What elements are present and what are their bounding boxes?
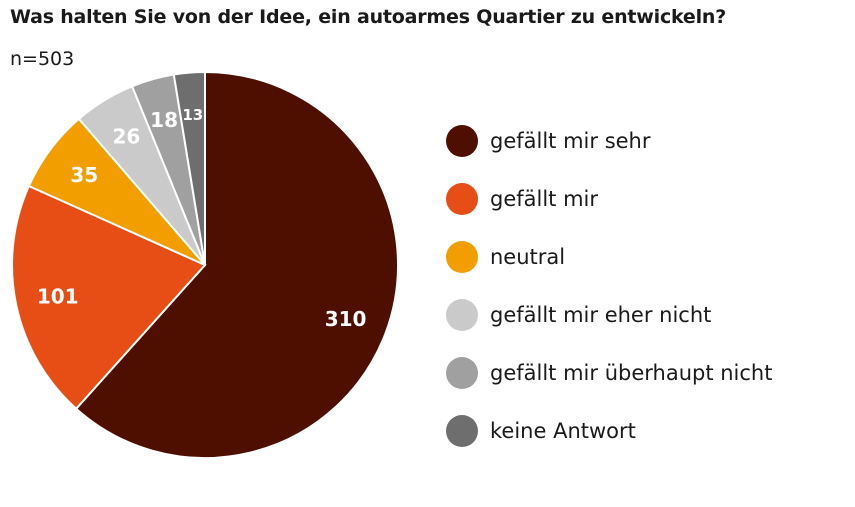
sample-size: n=503 [10, 48, 75, 70]
legend-item: keine Antwort [446, 402, 772, 460]
legend-item: neutral [446, 228, 772, 286]
slice-value-label: 13 [182, 106, 203, 124]
legend-swatch [446, 415, 478, 447]
legend-label: gefällt mir sehr [490, 129, 651, 153]
legend-swatch [446, 183, 478, 215]
legend-item: gefällt mir [446, 170, 772, 228]
legend-label: keine Antwort [490, 419, 636, 443]
legend-swatch [446, 241, 478, 273]
slice-value-label: 18 [150, 108, 178, 132]
legend-swatch [446, 357, 478, 389]
pie-slice [11, 184, 207, 411]
legend-label: gefällt mir [490, 187, 599, 211]
legend: gefällt mir sehr gefällt mir neutral gef… [446, 112, 772, 460]
chart-title: Was halten Sie von der Idee, ein autoarm… [10, 6, 727, 28]
slice-value-label: 26 [112, 125, 140, 149]
slice-value-label: 310 [325, 307, 367, 331]
legend-item: gefällt mir überhaupt nicht [446, 344, 772, 402]
legend-swatch [446, 299, 478, 331]
legend-label: neutral [490, 245, 566, 269]
pie-slice [74, 70, 399, 459]
legend-label: gefällt mir eher nicht [490, 303, 712, 327]
legend-item: gefällt mir sehr [446, 112, 772, 170]
pie-slice [172, 70, 206, 266]
legend-swatch [446, 125, 478, 157]
legend-label: gefällt mir überhaupt nicht [490, 361, 773, 385]
slice-value-label: 101 [37, 284, 79, 308]
slice-value-label: 35 [70, 163, 98, 187]
legend-item: gefällt mir eher nicht [446, 286, 772, 344]
pie-chart: 310 101 35 26 18 13 [11, 70, 399, 459]
